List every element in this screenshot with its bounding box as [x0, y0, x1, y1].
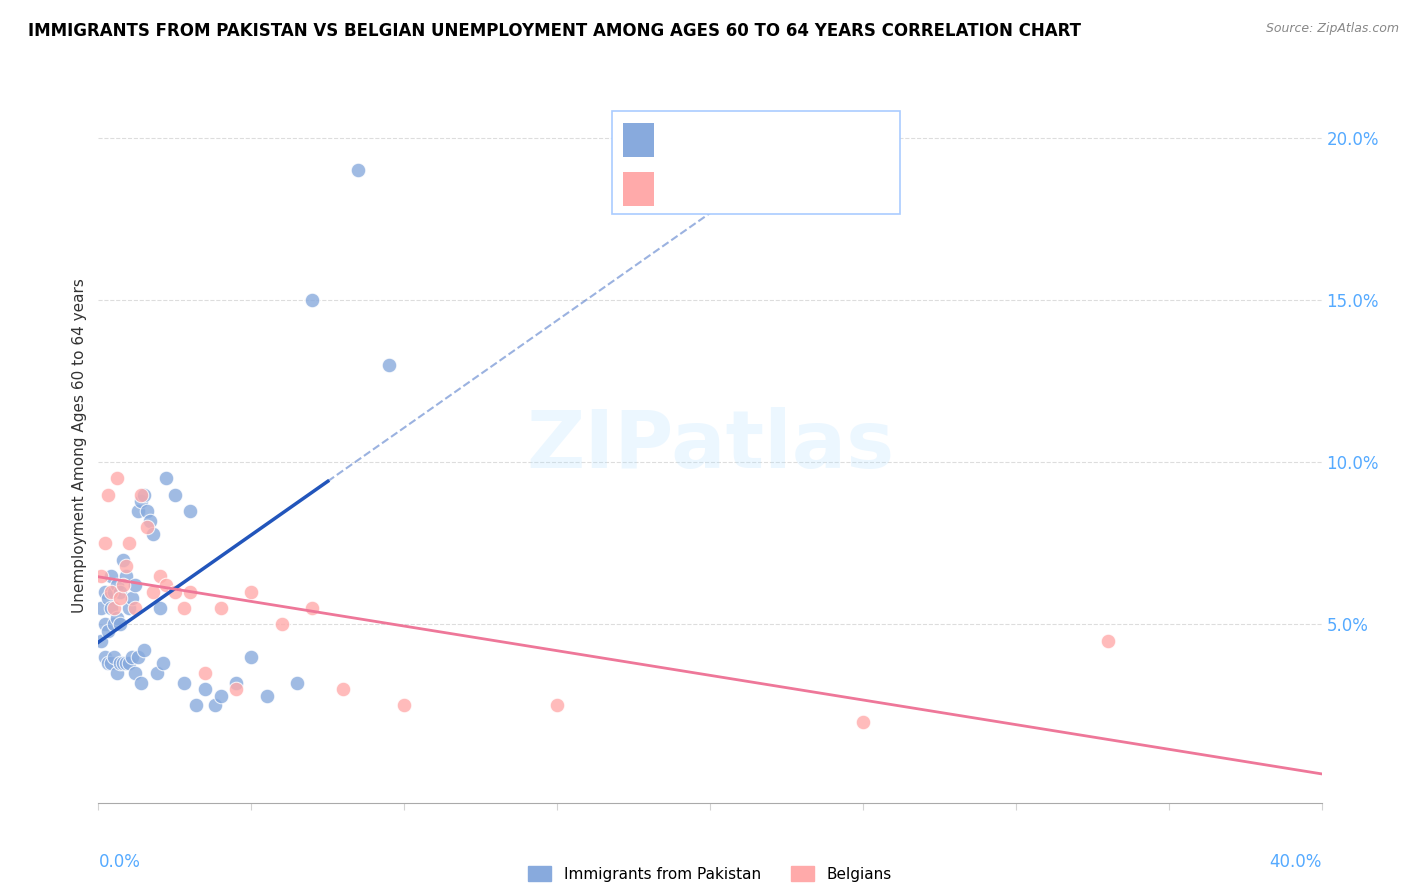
- Point: [118, 657, 141, 671]
- Text: IMMIGRANTS FROM PAKISTAN VS BELGIAN UNEMPLOYMENT AMONG AGES 60 TO 64 YEARS CORRE: IMMIGRANTS FROM PAKISTAN VS BELGIAN UNEM…: [28, 22, 1081, 40]
- Point: [129, 494, 152, 508]
- Point: [134, 488, 156, 502]
- Point: [118, 601, 141, 615]
- Point: [136, 520, 159, 534]
- Point: [134, 643, 156, 657]
- Point: [111, 657, 134, 671]
- Point: [155, 578, 177, 592]
- Point: [173, 601, 195, 615]
- Point: [392, 698, 416, 713]
- Point: [240, 649, 263, 664]
- Point: [124, 601, 146, 615]
- Point: [115, 657, 138, 671]
- Point: [225, 675, 247, 690]
- Point: [209, 689, 232, 703]
- Point: [179, 504, 201, 518]
- Point: [173, 675, 195, 690]
- Text: ZIPatlas: ZIPatlas: [526, 407, 894, 485]
- Point: [347, 163, 370, 178]
- Point: [93, 649, 115, 664]
- Point: [108, 585, 131, 599]
- Point: [105, 611, 128, 625]
- Point: [115, 559, 138, 574]
- Point: [1097, 633, 1119, 648]
- Point: [97, 591, 120, 606]
- Point: [149, 601, 172, 615]
- Point: [240, 585, 263, 599]
- Point: [108, 591, 131, 606]
- Text: R =  0.454   N = 57: R = 0.454 N = 57: [662, 133, 845, 148]
- Point: [100, 585, 122, 599]
- Point: [105, 471, 128, 485]
- Point: [194, 682, 217, 697]
- Point: [93, 617, 115, 632]
- Point: [115, 568, 138, 582]
- Point: [105, 666, 128, 681]
- Point: [285, 675, 308, 690]
- Point: [103, 617, 125, 632]
- Point: [332, 682, 354, 697]
- Point: [186, 698, 208, 713]
- Point: [100, 568, 122, 582]
- Point: [111, 552, 134, 566]
- Point: [378, 358, 401, 372]
- Text: 0.0%: 0.0%: [98, 853, 141, 871]
- Point: [118, 536, 141, 550]
- Point: [124, 578, 146, 592]
- Point: [103, 601, 125, 615]
- Point: [270, 617, 292, 632]
- Point: [145, 666, 167, 681]
- Point: [155, 471, 177, 485]
- Point: [90, 633, 112, 648]
- Point: [93, 536, 115, 550]
- Point: [127, 504, 149, 518]
- Point: [256, 689, 278, 703]
- Point: [852, 714, 875, 729]
- Point: [108, 657, 131, 671]
- Point: [301, 601, 323, 615]
- Point: [97, 624, 120, 638]
- Point: [152, 657, 174, 671]
- Point: [97, 488, 120, 502]
- Point: [163, 585, 186, 599]
- Point: [142, 585, 165, 599]
- Point: [124, 666, 146, 681]
- Point: [149, 568, 172, 582]
- Point: [163, 488, 186, 502]
- Point: [108, 617, 131, 632]
- Point: [225, 682, 247, 697]
- Point: [90, 601, 112, 615]
- Point: [103, 649, 125, 664]
- Point: [100, 657, 122, 671]
- Point: [139, 514, 162, 528]
- Text: 40.0%: 40.0%: [1270, 853, 1322, 871]
- Point: [179, 585, 201, 599]
- Point: [209, 601, 232, 615]
- Text: Source: ZipAtlas.com: Source: ZipAtlas.com: [1265, 22, 1399, 36]
- Point: [142, 526, 165, 541]
- Point: [103, 585, 125, 599]
- Point: [121, 649, 143, 664]
- Point: [90, 568, 112, 582]
- Point: [129, 488, 152, 502]
- Point: [546, 698, 568, 713]
- Point: [105, 578, 128, 592]
- Point: [111, 578, 134, 592]
- Point: [121, 591, 143, 606]
- Point: [97, 657, 120, 671]
- Point: [194, 666, 217, 681]
- Point: [301, 293, 323, 307]
- Point: [127, 649, 149, 664]
- Legend: Immigrants from Pakistan, Belgians: Immigrants from Pakistan, Belgians: [522, 860, 898, 888]
- Point: [100, 601, 122, 615]
- Point: [136, 504, 159, 518]
- Text: R = -0.095   N = 30: R = -0.095 N = 30: [662, 181, 845, 196]
- Point: [204, 698, 226, 713]
- Point: [129, 675, 152, 690]
- Point: [93, 585, 115, 599]
- Y-axis label: Unemployment Among Ages 60 to 64 years: Unemployment Among Ages 60 to 64 years: [72, 278, 87, 614]
